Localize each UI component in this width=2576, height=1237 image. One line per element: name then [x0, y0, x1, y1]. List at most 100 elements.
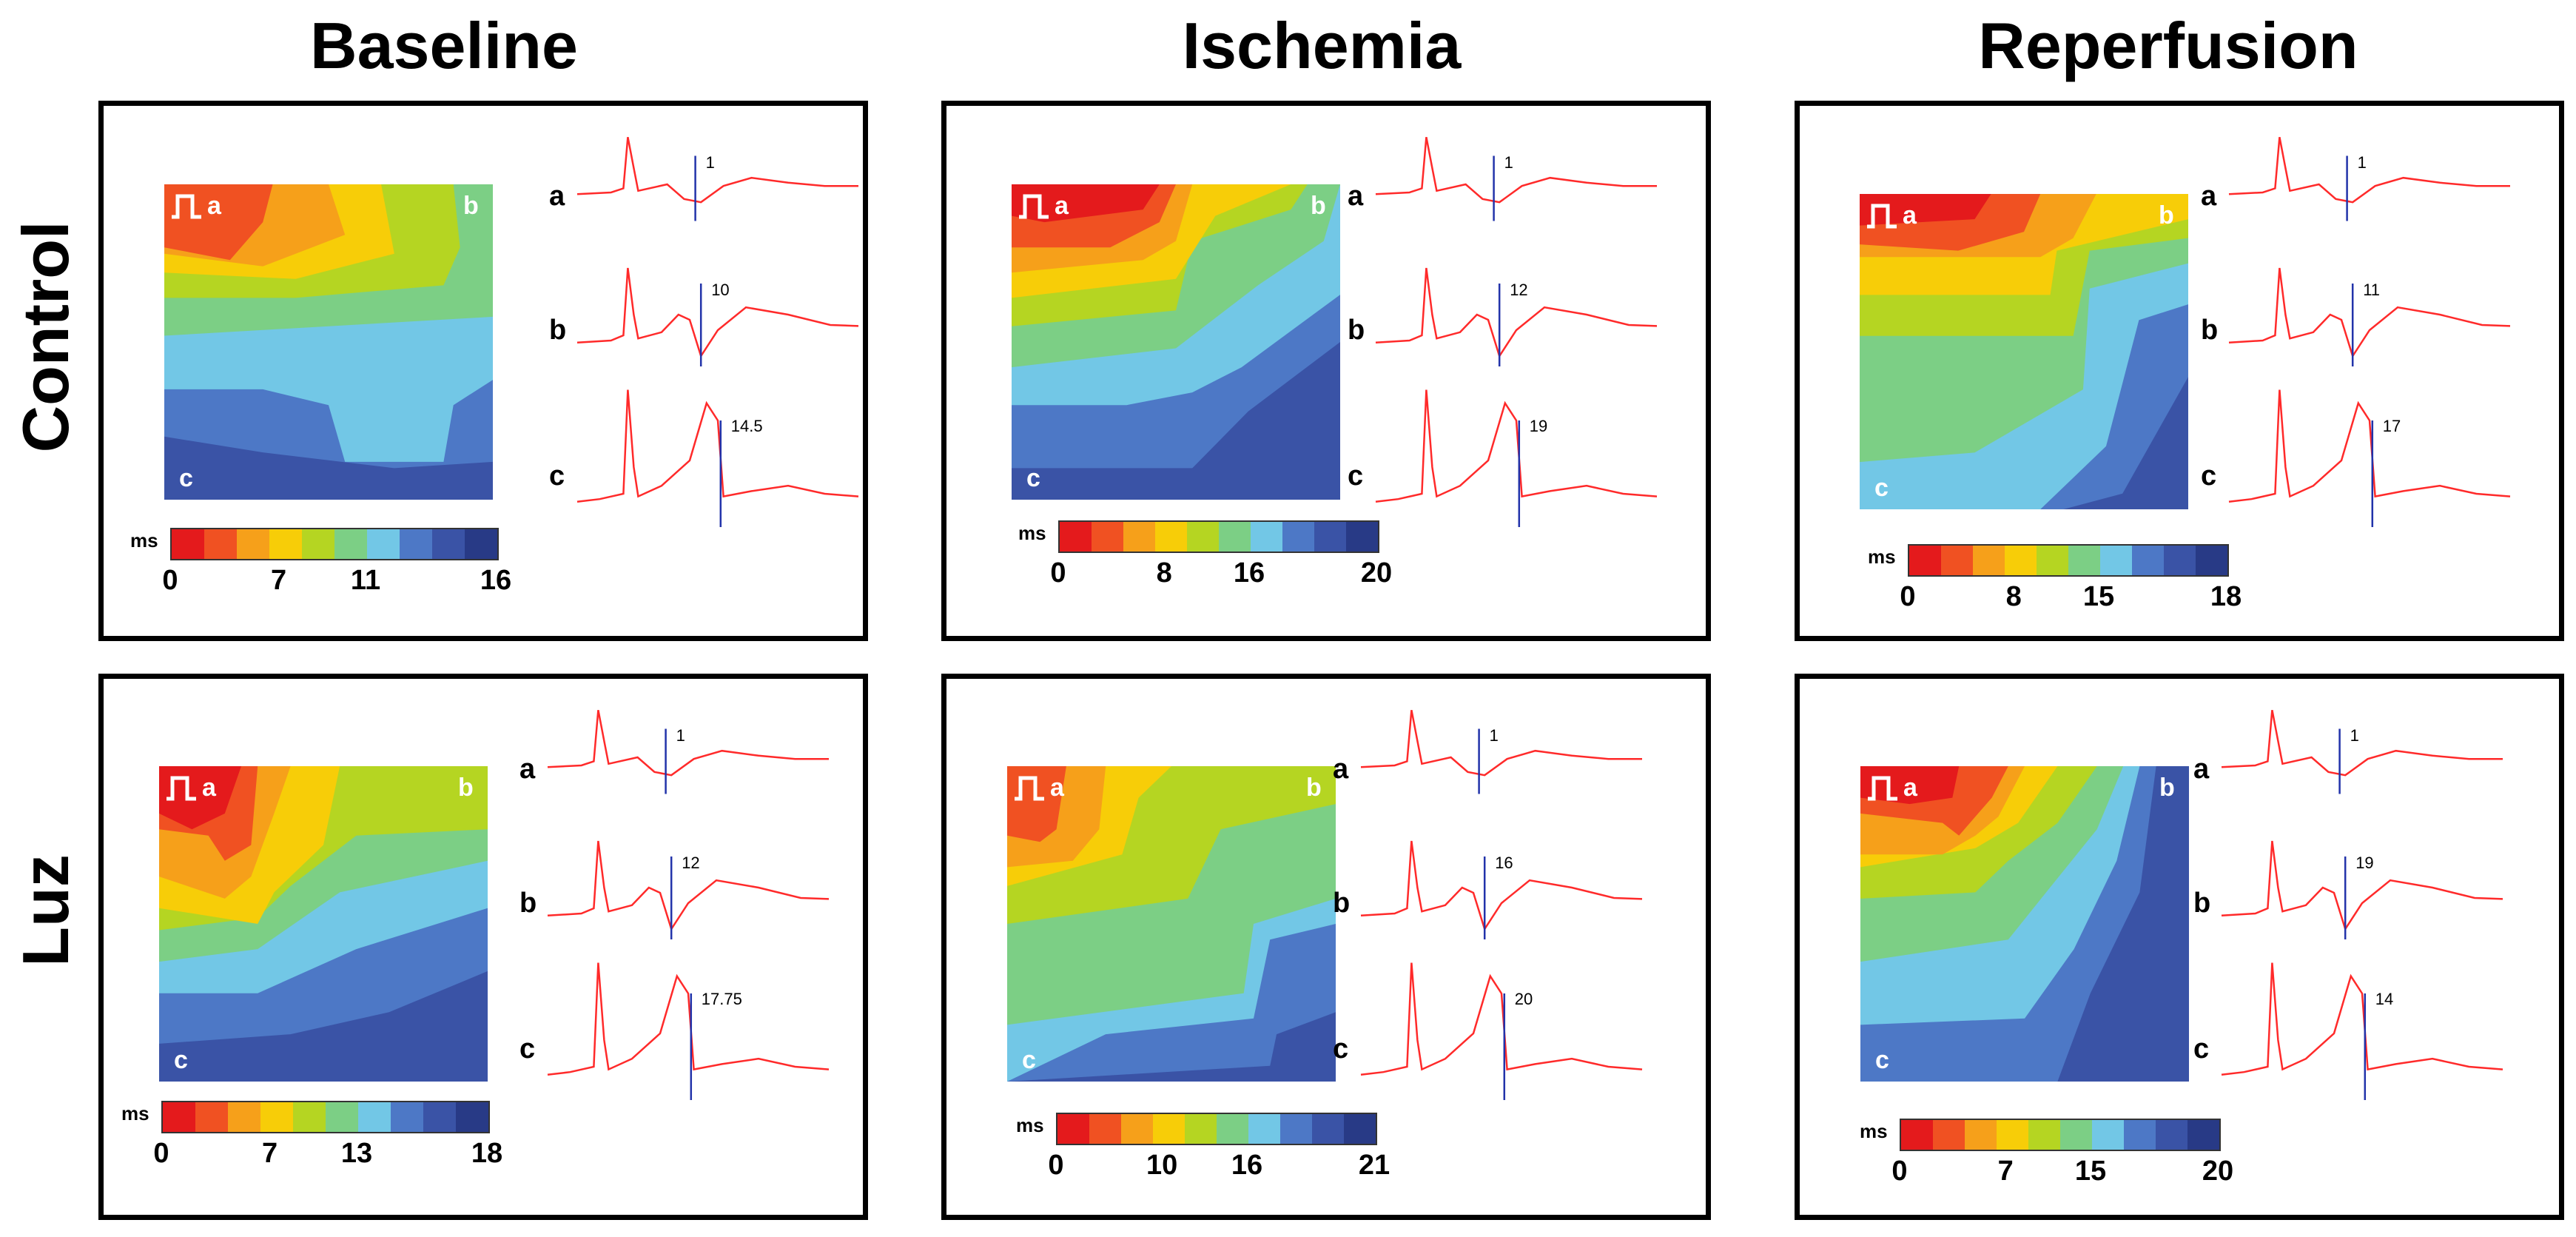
row-heading-control: Control: [9, 221, 82, 453]
stimulus-pulse-icon: [1868, 776, 1897, 801]
colorbar-swatch: [1153, 1114, 1185, 1144]
electrogram-trace-c: [2228, 389, 2511, 527]
colorbar-unit: ms: [1868, 546, 1896, 568]
colorbar-tick-label: 11: [350, 565, 381, 596]
trace-label-a: a: [1348, 180, 1364, 212]
trace-label-c: c: [1348, 460, 1364, 492]
colorbar-tick-label: 0: [162, 565, 178, 596]
electrogram-trace-c: [576, 389, 859, 527]
colorbar-swatch: [1089, 1114, 1121, 1144]
colorbar-swatch: [1057, 1114, 1089, 1144]
activation-time-value-b: 16: [1495, 853, 1513, 872]
map-site-label-b: b: [2159, 201, 2174, 229]
colorbar-swatch: [2164, 546, 2196, 575]
colorbar-swatch: [1251, 522, 1282, 552]
activation-time-value-a: 1: [1489, 726, 1499, 745]
colorbar: [1056, 1113, 1377, 1145]
colorbar-unit: ms: [1860, 1120, 1888, 1142]
colorbar: [1058, 520, 1379, 553]
trace-label-b: b: [549, 315, 567, 346]
electrogram-trace-a: [2228, 136, 2510, 221]
activation-time-value-a: 1: [2350, 726, 2359, 745]
colorbar-swatch: [269, 529, 302, 559]
electrogram-trace-c: [1360, 962, 1643, 1100]
activation-time-value-b: 12: [1510, 280, 1528, 299]
colorbar-tick-label: 20: [1360, 557, 1393, 589]
colorbar-swatch: [391, 1102, 423, 1132]
map-site-label-c: c: [1874, 474, 1889, 502]
isochrone-region: [159, 766, 241, 830]
colorbar-tick-label: 18: [471, 1138, 503, 1169]
electrogram-trace-b: [576, 267, 859, 366]
colorbar: [170, 528, 499, 560]
colorbar-tick-label: 8: [2005, 581, 2022, 612]
colorbar-swatch: [423, 1102, 456, 1132]
colorbar-unit: ms: [121, 1102, 149, 1124]
colorbar-swatch: [1346, 522, 1378, 552]
map-site-label-b: b: [1306, 774, 1322, 802]
colorbar-swatch: [465, 529, 497, 559]
stimulus-pulse-icon: [167, 776, 196, 801]
colorbar-swatch: [2156, 1120, 2187, 1150]
activation-time-value-c: 17.75: [701, 989, 742, 1008]
colorbar-swatch: [1060, 522, 1092, 552]
electrogram-trace-b: [1375, 267, 1658, 366]
stimulus-pulse-icon: [1867, 204, 1897, 229]
activation-map: [1860, 766, 2189, 1082]
colorbar-tick-label: 0: [1900, 581, 1916, 612]
trace-label-b: b: [2201, 315, 2219, 346]
colorbar-swatch: [1121, 1114, 1153, 1144]
trace-label-b: b: [1333, 888, 1351, 919]
activation-map: [1007, 766, 1336, 1082]
colorbar: [1900, 1119, 2221, 1151]
electrogram-trace-a: [1360, 709, 1642, 794]
colorbar-tick-label: 18: [2210, 581, 2242, 612]
map-site-label-b: b: [2159, 774, 2175, 802]
activation-time-value-c: 14.5: [730, 416, 763, 435]
map-site-label-b: b: [463, 192, 479, 220]
column-heading-baseline: Baseline: [310, 9, 578, 82]
colorbar-swatch: [2196, 546, 2227, 575]
map-site-label-b: b: [1311, 192, 1326, 220]
map-site-label-a: a: [1055, 192, 1069, 220]
colorbar-swatch: [2092, 1120, 2124, 1150]
activation-time-value-c: 17: [2382, 416, 2401, 435]
colorbar-swatch: [1155, 522, 1187, 552]
electrogram-trace-a: [547, 709, 829, 794]
map-site-label-b: b: [458, 774, 474, 802]
colorbar-swatch: [1933, 1120, 1965, 1150]
stimulus-pulse-icon: [1015, 776, 1044, 801]
column-heading-ischemia: Ischemia: [1182, 9, 1462, 82]
stimulus-pulse-icon: [1019, 194, 1049, 219]
stimulus-pulse-icon: [172, 194, 201, 219]
colorbar-swatch: [1187, 522, 1219, 552]
trace-label-c: c: [1333, 1033, 1349, 1065]
row-heading-luz: Luz: [9, 854, 82, 967]
colorbar-swatch: [432, 529, 465, 559]
panel-control-ischemia: a b c ms 0 8 16 20 a 1 b 12 c 19: [941, 101, 1711, 641]
trace-label-c: c: [2201, 460, 2217, 492]
colorbar-tick-label: 10: [1146, 1150, 1178, 1181]
colorbar-swatch: [1314, 522, 1346, 552]
colorbar-tick-label: 15: [2074, 1156, 2107, 1187]
electrogram-trace-b: [1360, 840, 1643, 939]
electrogram-trace-c: [2221, 962, 2503, 1100]
activation-time-value-a: 1: [705, 153, 715, 172]
trace-label-b: b: [1348, 315, 1365, 346]
colorbar: [1908, 544, 2229, 577]
activation-time-value-a: 1: [2357, 153, 2367, 172]
colorbar-tick-label: 21: [1358, 1150, 1390, 1181]
activation-time-value-b: 19: [2355, 853, 2374, 872]
colorbar-swatch: [228, 1102, 260, 1132]
colorbar-swatch: [2060, 1120, 2092, 1150]
electrogram-trace-b: [547, 840, 830, 939]
colorbar-swatch: [1941, 546, 1973, 575]
trace-label-b: b: [519, 888, 537, 919]
colorbar-swatch: [1217, 1114, 1248, 1144]
map-site-label-a: a: [1050, 774, 1064, 802]
panel-luz-ischemia: a b c ms 0 10 16 21 a 1 b 16 c 20: [941, 674, 1711, 1220]
activation-time-value-c: 19: [1529, 416, 1548, 435]
trace-label-a: a: [519, 753, 536, 785]
colorbar-swatch: [1219, 522, 1251, 552]
colorbar-swatch: [1965, 1120, 1997, 1150]
